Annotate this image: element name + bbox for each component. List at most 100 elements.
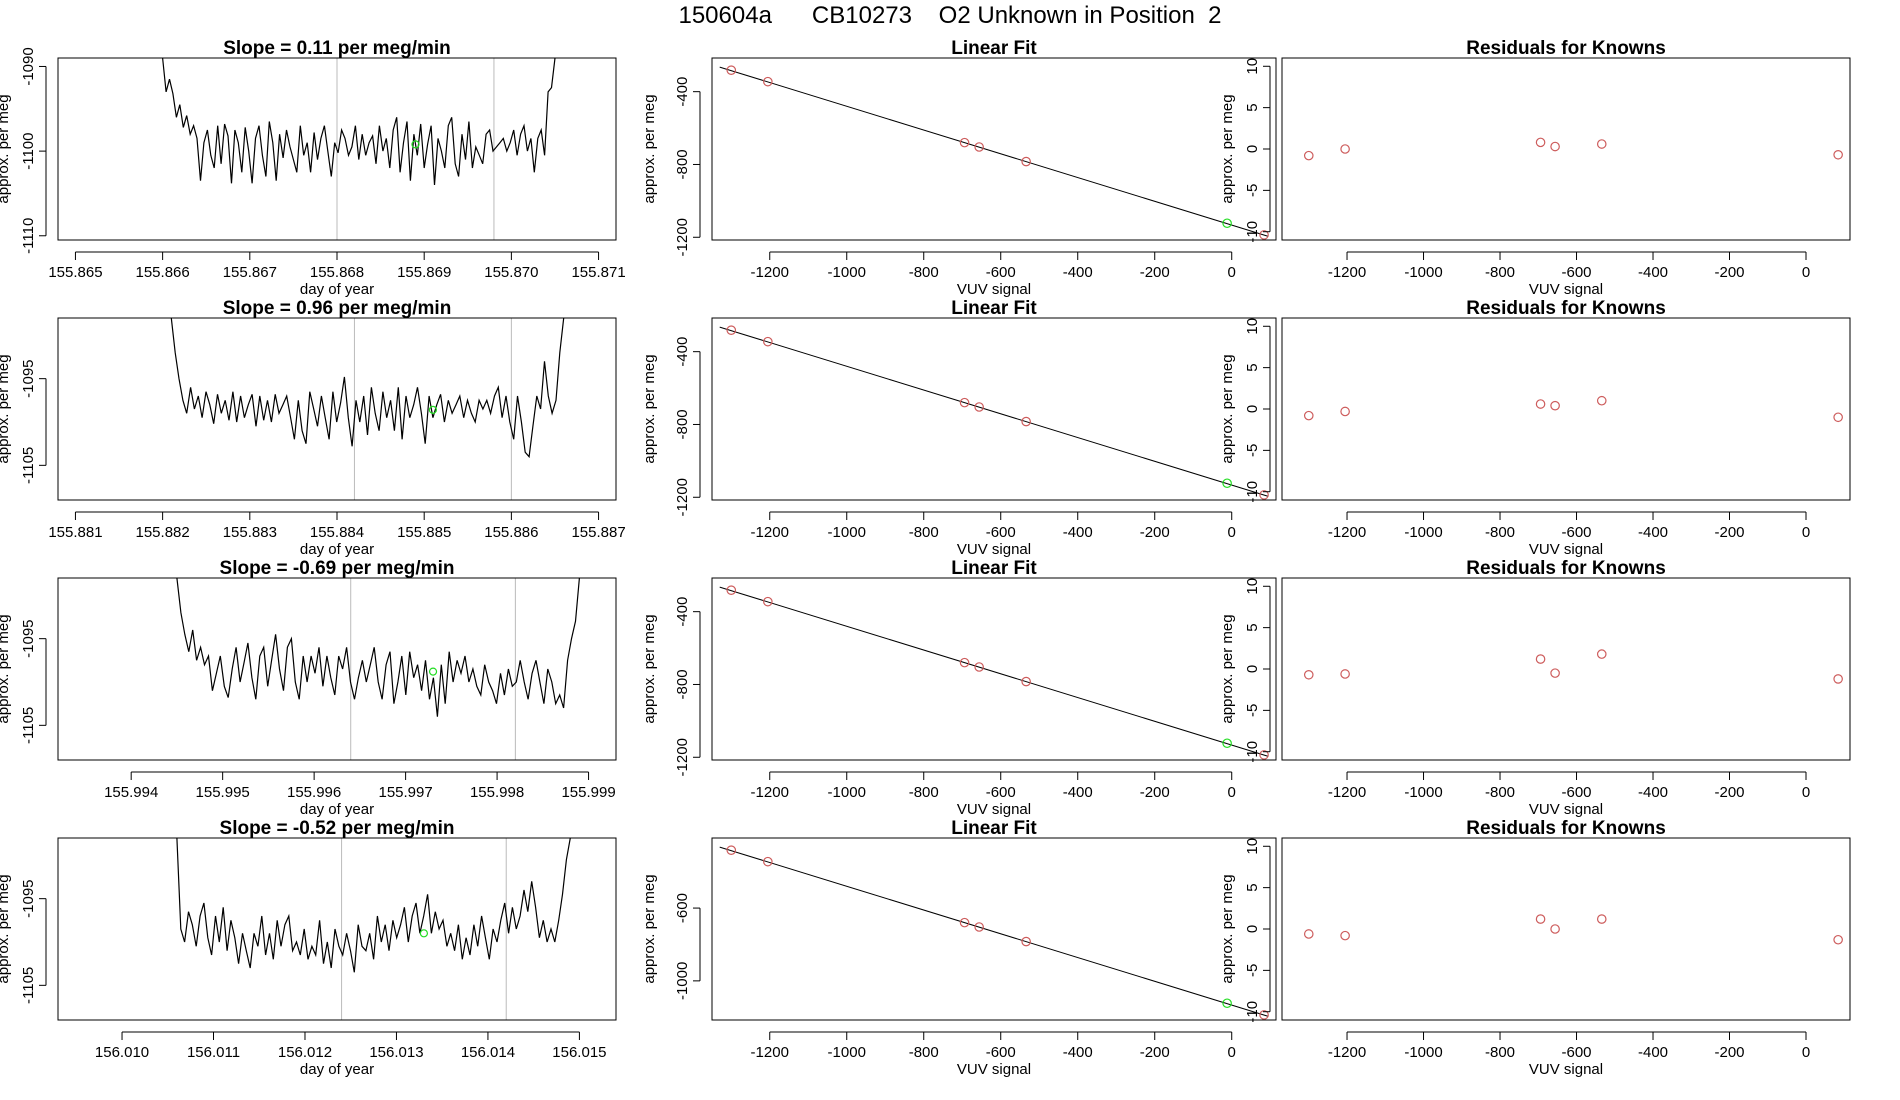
- data-point: [1550, 668, 1560, 678]
- x-tick-label: -1000: [1404, 784, 1442, 801]
- y-axis-label: approx. per meg: [0, 354, 12, 463]
- x-tick-label: 0: [1802, 1044, 1810, 1061]
- plot-frame: [57, 317, 617, 501]
- y-tick-label: -1090: [20, 47, 37, 85]
- x-tick-label: 155.885: [397, 524, 451, 541]
- plot-frame: [1281, 317, 1851, 501]
- x-tick-label: -200: [1140, 264, 1170, 281]
- data-point: [1340, 930, 1350, 941]
- x-axis: 155.881 155.882 155.883 155.884 155.885 155.8…: [48, 511, 626, 558]
- data-point: [1021, 676, 1031, 687]
- plot-area: [162, 58, 556, 240]
- fit-line: [719, 846, 1269, 1017]
- data-point: [1303, 669, 1314, 680]
- x-axis-label: VUV signal: [1529, 281, 1603, 298]
- x-tick-label: 156.010: [95, 1044, 149, 1061]
- data-point: [974, 142, 984, 152]
- x-tick-label: 155.882: [136, 524, 190, 541]
- plot-frame: [57, 57, 617, 241]
- x-axis: -1200 -1000 -800 -600 -400 -200 0 VUV signal: [751, 511, 1236, 558]
- data-point: [1596, 914, 1607, 924]
- unknown-marker: [428, 667, 438, 676]
- y-axis: -1200 -800 -400 approx. per meg: [641, 77, 701, 256]
- data-point: [1833, 674, 1843, 684]
- x-tick-label: 155.995: [196, 784, 250, 801]
- x-tick-label: -200: [1714, 784, 1744, 801]
- x-tick-label: -1200: [751, 264, 789, 281]
- data-point: [1340, 669, 1350, 679]
- plot-frame: [711, 57, 1277, 241]
- x-tick-label: 0: [1228, 264, 1236, 281]
- data-point: [1596, 649, 1607, 659]
- data-point: [1303, 410, 1314, 421]
- panel-title: Linear Fit: [951, 298, 1037, 319]
- y-axis: -10 -5 0 5 10 approx. per meg: [1219, 578, 1271, 763]
- x-axis: -1200 -1000 -800 -600 -400 -200 0 VUV signal: [751, 251, 1236, 298]
- plot-area: [1303, 649, 1843, 684]
- y-tick-label: 5: [1244, 883, 1261, 891]
- x-tick-label: -400: [1638, 264, 1668, 281]
- x-tick-label: 155.867: [223, 264, 277, 281]
- data-point: [763, 76, 773, 87]
- y-tick-label: -400: [674, 77, 691, 107]
- data-point: [1535, 654, 1546, 664]
- data-point: [726, 585, 737, 595]
- x-tick-label: 0: [1802, 524, 1810, 541]
- y-tick-label: 10: [1244, 578, 1261, 595]
- y-tick-label: -1105: [20, 707, 37, 744]
- x-axis: -1200 -1000 -800 -600 -400 -200 0 VUV signal: [1328, 251, 1810, 298]
- x-tick-label: -400: [1638, 784, 1668, 801]
- y-axis-label: approx. per meg: [1219, 614, 1236, 723]
- y-tick-label: -1095: [20, 879, 37, 917]
- x-tick-label: 155.887: [571, 524, 625, 541]
- y-tick-label: -800: [674, 149, 691, 179]
- x-tick-label: -600: [986, 784, 1016, 801]
- x-axis-label: VUV signal: [957, 281, 1031, 298]
- y-tick-label: -1100: [20, 132, 37, 169]
- plot-area: [719, 585, 1269, 760]
- plot-frame: [1281, 577, 1851, 761]
- x-tick-label: 0: [1228, 1044, 1236, 1061]
- plot-area: [1303, 137, 1843, 161]
- plot-area: [1303, 914, 1843, 945]
- x-tick-label: -400: [1063, 264, 1093, 281]
- x-tick-label: -800: [909, 264, 939, 281]
- x-tick-label: -400: [1063, 524, 1093, 541]
- x-axis: 156.010 156.011 156.012 156.013 156.014 156.0…: [95, 1031, 607, 1078]
- x-tick-label: 156.011: [187, 1044, 240, 1061]
- y-axis: -1200 -800 -400 approx. per meg: [641, 597, 701, 776]
- data-point: [1259, 1010, 1269, 1020]
- x-tick-label: -800: [1485, 784, 1515, 801]
- plot-frame: [57, 577, 617, 761]
- x-axis-label: VUV signal: [1529, 801, 1603, 818]
- data-point: [726, 845, 737, 855]
- y-axis-label: approx. per meg: [1219, 874, 1236, 983]
- y-tick-label: -800: [674, 669, 691, 699]
- data-point: [726, 65, 737, 75]
- data-point: [1535, 914, 1546, 924]
- data-point: [763, 336, 773, 347]
- data-point: [1535, 399, 1546, 409]
- x-axis-label: VUV signal: [1529, 1061, 1603, 1078]
- y-tick-label: -1200: [674, 478, 691, 516]
- panel-r3-residuals: Residuals for Knowns-1200 -1000 -800 -600 -4…: [1219, 558, 1851, 818]
- x-tick-label: -200: [1714, 264, 1744, 281]
- x-tick-label: -1200: [1328, 784, 1366, 801]
- panel-title: Residuals for Knowns: [1466, 298, 1666, 319]
- x-tick-label: -600: [1562, 1044, 1592, 1061]
- x-tick-label: -200: [1714, 524, 1744, 541]
- x-tick-label: -1000: [1404, 524, 1442, 541]
- figure-title: 150604a CB10273 O2 Unknown in Position 2: [678, 2, 1222, 29]
- x-tick-label: -400: [1638, 524, 1668, 541]
- data-point: [974, 662, 984, 672]
- x-tick-label: -400: [1063, 784, 1093, 801]
- y-axis-label: approx. per meg: [641, 874, 658, 983]
- y-tick-label: 10: [1244, 58, 1261, 75]
- data-point: [1021, 936, 1031, 947]
- x-tick-label: 155.998: [470, 784, 524, 801]
- x-tick-label: 155.999: [561, 784, 615, 801]
- x-tick-label: -1200: [751, 784, 789, 801]
